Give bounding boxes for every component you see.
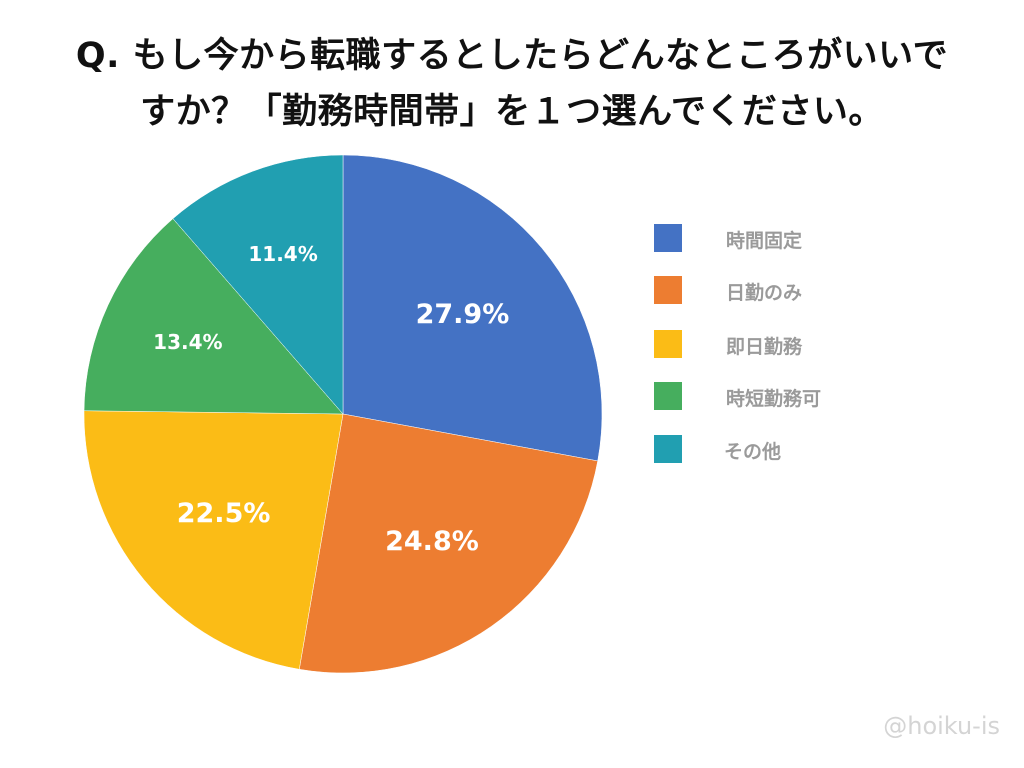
legend-swatch [654, 382, 682, 410]
legend-item: 日勤のみ [654, 276, 894, 304]
legend-label: 時間固定 [726, 230, 803, 252]
data-label: 27.9% [416, 299, 510, 330]
legend-item: 時短勤務可 [654, 382, 894, 410]
legend-item: 即日勤務 [654, 330, 894, 358]
pie-slice [342, 154, 603, 462]
data-label: 22.5% [177, 498, 271, 529]
legend-swatch [654, 435, 682, 463]
chart-title: Q. もし今から転職するとしたらどんなところがいいで すか？「勤務時間帯」を１つ… [0, 28, 1024, 140]
title-line-1: Q. もし今から転職するとしたらどんなところがいいで [75, 36, 949, 76]
legend-swatch [654, 330, 682, 358]
legend-label: 即日勤務 [726, 336, 803, 358]
legend-label: 時短勤務可 [726, 388, 822, 410]
legend-swatch [654, 224, 682, 252]
legend-item: 時間固定 [654, 224, 894, 252]
legend-item: その他 [654, 435, 894, 463]
pie-slice [83, 410, 344, 670]
pie-slice [298, 413, 599, 674]
legend-label: 日勤のみ [726, 282, 803, 304]
data-label: 24.8% [385, 526, 479, 557]
legend-swatch [654, 276, 682, 304]
pie-slice [83, 218, 344, 415]
watermark: @hoiku-is [883, 712, 1000, 740]
data-label: 13.4% [153, 330, 222, 354]
title-line-2: すか？「勤務時間帯」を１つ選んでください。 [140, 92, 884, 132]
legend-label: その他 [724, 441, 782, 463]
data-label: 11.4% [248, 242, 317, 266]
pie-slice [172, 154, 344, 415]
